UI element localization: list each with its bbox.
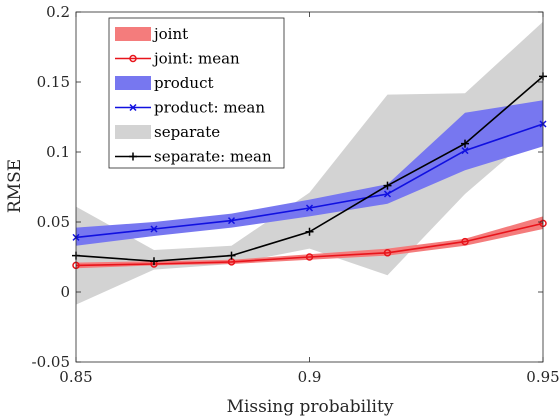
point-product-mean-3: [305, 204, 314, 212]
x-tick-label-2: 0.95: [526, 368, 559, 386]
y-axis-label: RMSE: [5, 159, 25, 213]
legend-label-separate: separate: [154, 123, 220, 141]
point-joint-mean-5: [461, 237, 469, 246]
point-separate-mean-5: [461, 139, 470, 148]
legend-marker-joint-mean: [129, 54, 137, 63]
band-separate: [76, 21, 543, 305]
legend-label-joint: joint: [152, 25, 188, 43]
legend-label-separate-mean: separate: mean: [154, 148, 272, 166]
legend-marker-product-mean: [129, 103, 137, 112]
legend-marker-separate-mean: [129, 152, 137, 161]
legend-swatch-product: [115, 76, 151, 90]
band-joint: [76, 216, 543, 269]
legend-swatch-joint: [115, 27, 151, 41]
plot-area: 0.85 0.9 0.95 -0.05 0 0.05 0.1 0.15 0.2: [32, 3, 560, 386]
x-axis-label: Missing probability: [227, 397, 394, 417]
legend-label-joint-mean: joint: mean: [152, 50, 240, 68]
point-joint-mean-3: [305, 253, 314, 261]
y-tick-label-5: 0.2: [46, 3, 70, 21]
point-joint-mean-4: [383, 249, 392, 257]
y-tick-label-4: 0.15: [37, 73, 70, 91]
point-separate-mean-3: [305, 227, 314, 236]
point-product-mean-1: [150, 225, 158, 233]
point-separate-mean-1: [149, 257, 158, 266]
legend: joint joint: mean product product: mean sepa…: [108, 17, 285, 169]
y-tick-label-1: 0: [60, 283, 70, 301]
legend-label-product-mean: product: mean: [154, 99, 265, 117]
x-tick-label-0: 0.85: [59, 368, 92, 386]
point-separate-mean-4: [383, 181, 392, 190]
band-product: [76, 100, 543, 246]
point-product-mean-2: [227, 217, 236, 225]
point-separate-mean-2: [227, 251, 236, 260]
point-product-mean-5: [461, 147, 469, 155]
y-tick-label-0: -0.05: [32, 353, 70, 371]
legend-label-product: product: [154, 74, 214, 92]
y-tick-label-3: 0.1: [46, 143, 70, 161]
legend-box: [108, 17, 285, 169]
legend-swatch-separate: [115, 125, 151, 139]
y-tick-label-2: 0.05: [37, 213, 70, 231]
point-product-mean-4: [383, 190, 392, 198]
x-tick-label-1: 0.9: [298, 368, 322, 386]
